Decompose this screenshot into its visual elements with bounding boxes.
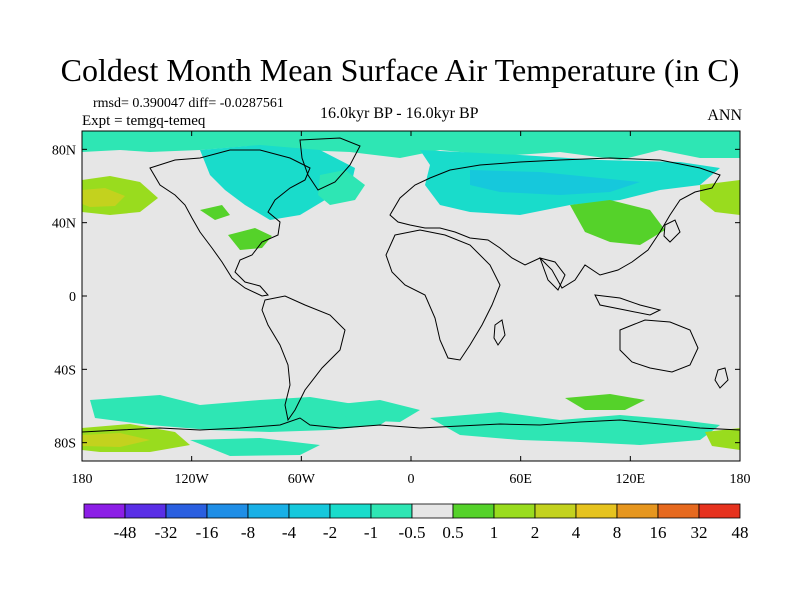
colorbar-swatch xyxy=(575,503,618,519)
coastline-india xyxy=(539,257,566,291)
colorbar-swatch xyxy=(411,503,454,519)
colorbar-label: -0.5 xyxy=(399,523,426,542)
lat-tick-label: 40S xyxy=(54,363,76,378)
page-title: Coldest Month Mean Surface Air Temperatu… xyxy=(60,52,740,88)
anomaly-region-eurasia-inner xyxy=(470,170,640,195)
colorbar-label: -2 xyxy=(323,523,337,542)
anomaly-region-ross-sea-core xyxy=(82,433,150,447)
colorbar-label: 4 xyxy=(572,523,581,542)
coastline-new-zealand xyxy=(714,367,729,389)
coastline-greenland xyxy=(299,137,361,191)
colorbar-swatch xyxy=(493,503,536,519)
lat-tick-label: 0 xyxy=(69,290,76,305)
coastline-south-america xyxy=(261,295,346,422)
colorbar: -48 -32 -16 -8 -4 -2 -1 -0.5 0.5 1 2 4 8 16 32 48 xyxy=(83,503,749,542)
latitude-axis: 80N 40N 0 40S 80S xyxy=(52,143,740,452)
coastline-australia xyxy=(619,319,699,373)
colorbar-swatch xyxy=(370,503,413,519)
lon-tick-label: 60E xyxy=(509,472,532,487)
anomaly-region-southern-pacific xyxy=(90,395,400,432)
colorbar-swatch xyxy=(657,503,700,519)
lon-tick-label: 120E xyxy=(616,472,646,487)
colorbar-label: 48 xyxy=(732,523,749,542)
colorbar-swatch xyxy=(247,503,290,519)
colorbar-label: 1 xyxy=(490,523,499,542)
anomaly-region-se-us xyxy=(228,228,272,250)
colorbar-swatch xyxy=(534,503,577,519)
lat-tick-label: 40N xyxy=(52,217,76,232)
colorbar-swatch xyxy=(206,503,249,519)
coastline-madagascar xyxy=(493,319,506,346)
anomaly-region-east-asia xyxy=(570,200,665,245)
anomaly-region-south-indian-green xyxy=(565,394,645,410)
anomaly-region-southern-indian xyxy=(430,412,720,445)
lon-tick-label: 60W xyxy=(288,472,316,487)
coastline-antarctica xyxy=(82,417,740,433)
colorbar-label: -4 xyxy=(282,523,297,542)
lon-tick-label: 180 xyxy=(730,472,751,487)
coastline-eurasia xyxy=(389,157,721,289)
colorbar-swatch xyxy=(124,503,167,519)
anomaly-region-southern-atlantic xyxy=(330,400,420,422)
anomaly-region-north-atlantic xyxy=(318,170,365,205)
coastline-japan xyxy=(663,219,681,243)
stats-text: rmsd= 0.390047 diff= -0.0287561 xyxy=(93,96,284,111)
anomaly-region-east-antarctic xyxy=(705,428,740,450)
longitude-axis: 180 120W 60W 0 60E 120E 180 xyxy=(72,131,751,487)
period-label: 16.0kyr BP - 16.0kyr BP xyxy=(320,105,479,122)
colorbar-label: -8 xyxy=(241,523,255,542)
colorbar-label: -48 xyxy=(114,523,137,542)
lat-tick-label: 80N xyxy=(52,143,76,158)
coastline-north-america xyxy=(149,149,311,297)
anomaly-region-arctic xyxy=(82,131,740,160)
colorbar-label: 16 xyxy=(650,523,667,542)
colorbar-swatch xyxy=(616,503,659,519)
lon-tick-label: 180 xyxy=(72,472,93,487)
lon-tick-label: 0 xyxy=(408,472,415,487)
colorbar-swatch xyxy=(288,503,331,519)
anomaly-region-north-pacific-core xyxy=(82,188,125,207)
colorbar-swatch xyxy=(165,503,208,519)
colorbar-label: 2 xyxy=(531,523,540,542)
colorbar-swatch xyxy=(329,503,372,519)
colorbar-label: -32 xyxy=(155,523,178,542)
anomaly-field xyxy=(82,131,740,456)
colorbar-swatch xyxy=(698,503,741,519)
colorbar-label: -1 xyxy=(364,523,378,542)
coastlines xyxy=(82,137,740,433)
anomaly-region-canada xyxy=(200,145,355,220)
colorbar-swatch xyxy=(452,503,495,519)
anomaly-region-antarctic xyxy=(190,438,320,456)
experiment-label: Expt = temgq-temeq xyxy=(82,113,206,129)
colorbar-label: 32 xyxy=(691,523,708,542)
colorbar-label: 8 xyxy=(613,523,622,542)
colorbar-label: 0.5 xyxy=(442,523,463,542)
lat-tick-label: 80S xyxy=(54,437,76,452)
coastline-africa xyxy=(385,229,501,361)
anomaly-region-n-america-green xyxy=(200,205,230,220)
lon-tick-label: 120W xyxy=(175,472,210,487)
season-label: ANN xyxy=(707,107,742,124)
colorbar-label: -16 xyxy=(196,523,219,542)
coastline-indonesia xyxy=(594,294,662,316)
colorbar-swatch xyxy=(83,503,126,519)
